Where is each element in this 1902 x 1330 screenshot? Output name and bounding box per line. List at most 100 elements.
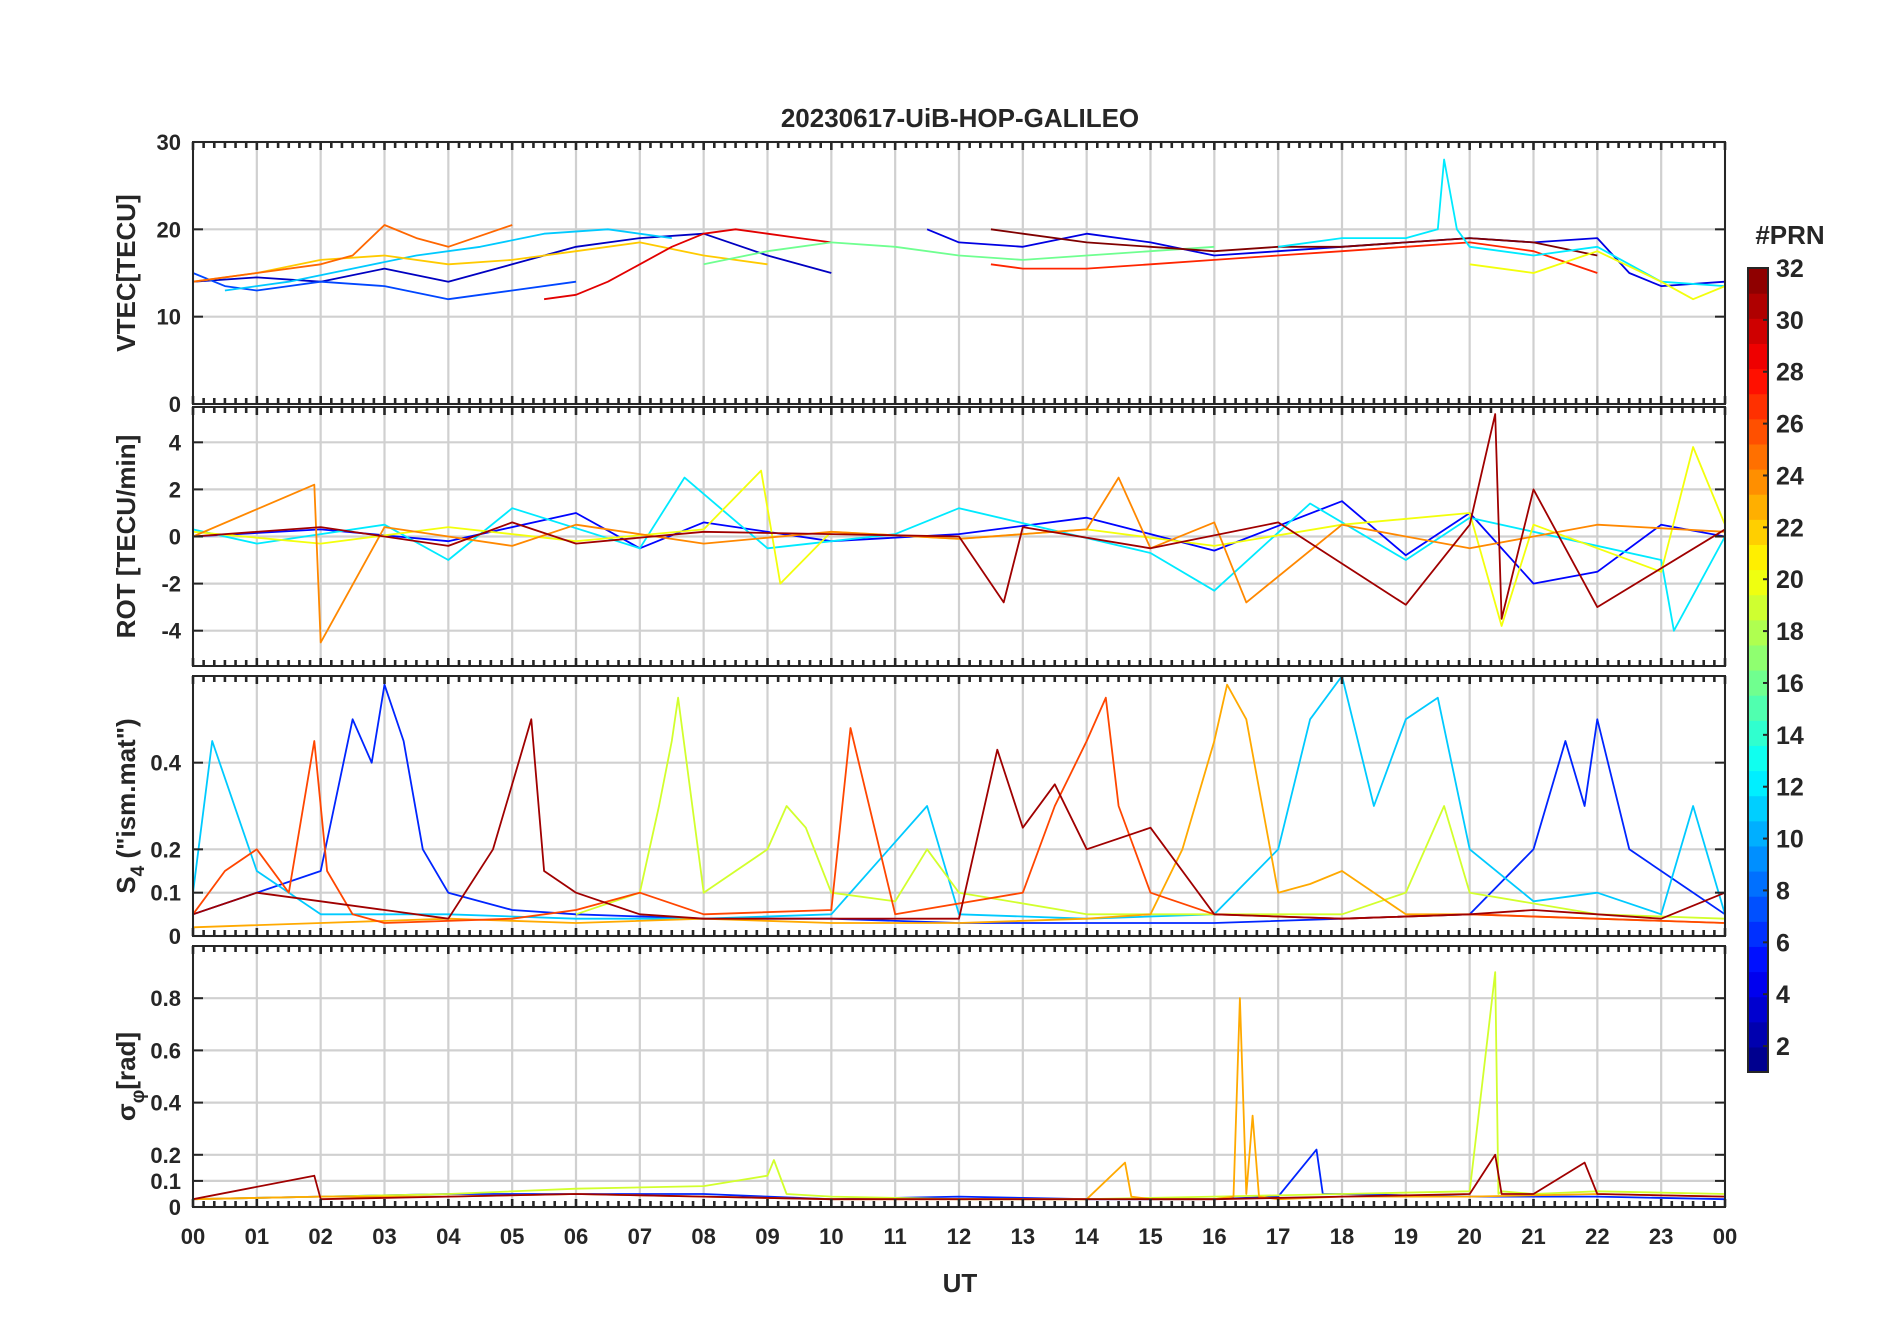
series-line-prn-26 [193,696,1725,924]
colorbar-swatch [1748,443,1768,470]
colorbar-swatch [1748,720,1768,746]
colorbar-swatch [1748,695,1768,721]
x-axis-label: UT [943,1268,978,1298]
y-axis-label: ROT [TECU/min] [111,435,141,639]
colorbar-swatch [1748,1046,1768,1073]
colorbar-tick-label: 12 [1776,774,1804,802]
x-tick-label: 00 [181,1224,205,1249]
colorbar-swatch [1748,393,1768,420]
colorbar-tick-label: 16 [1776,670,1804,698]
x-tick-label: 19 [1394,1224,1418,1249]
y-tick-label: 2 [169,477,181,502]
x-tick-label: 20 [1457,1224,1481,1249]
y-tick-label: 0.1 [150,881,181,906]
panel-4: 00.10.2 0.4 0.6 0.8σφ[rad] [111,945,1727,1220]
series-line-prn-23 [193,683,1725,929]
colorbar-swatch [1748,644,1768,671]
colorbar-tick-label: 20 [1776,566,1804,594]
colorbar-tick-label: 6 [1776,929,1790,957]
colorbar-frame [1747,267,1769,1073]
y-tick-label: 0.4 [150,1091,181,1116]
series-line-prn-29 [543,228,832,301]
series-line-prn-11 [193,676,1725,920]
colorbar-swatch [1748,418,1768,445]
colorbar-swatch [1748,845,1768,872]
colorbar-tick-label: 28 [1776,359,1804,387]
series-line-prn-19 [575,696,1725,920]
y-tick-label: 0 [169,1195,181,1220]
colorbar-swatch [1748,971,1768,998]
x-tick-label: 03 [372,1224,396,1249]
colorbar-tick-label: 24 [1776,462,1804,490]
x-tick-label: 02 [308,1224,332,1249]
x-tick-label: 13 [1011,1224,1035,1249]
colorbar-swatch [1748,996,1768,1023]
panel-2: -4 -2 0 2 4 ROT [TECU/min] [111,406,1727,667]
y-tick-label: 10 [157,305,181,330]
colorbar-swatch [1748,594,1768,621]
x-tick-label: 04 [436,1224,461,1249]
series-line-prn-16 [703,241,1215,266]
y-tick-label: -2 [161,572,181,597]
y-tick-label: 0.6 [150,1038,181,1063]
y-tick-label: 0 [169,392,181,417]
series-line-prn-25 [193,224,513,283]
x-tick-label: 14 [1074,1224,1099,1249]
y-tick-label: 0 [169,525,181,550]
series-line-prn-12 [1278,158,1725,287]
chart-title: 20230617-UiB-HOP-GALILEO [781,103,1139,133]
colorbar-swatch [1748,770,1768,797]
y-tick-label: 30 [157,130,181,155]
x-tick-label: 07 [628,1224,652,1249]
y-tick-label: 0 [169,924,181,949]
colorbar-tick-label: 2 [1776,1033,1790,1061]
colorbar-tick-label: 4 [1776,981,1790,1009]
y-tick-label: 0.1 [150,1169,181,1194]
colorbar-swatch [1748,544,1768,571]
series-line-prn-31 [193,718,1725,920]
x-tick-label: 22 [1585,1224,1609,1249]
colorbar-swatch [1748,519,1768,545]
x-tick-label: 01 [245,1224,269,1249]
colorbar-swatch [1748,946,1768,973]
y-tick-label: 20 [157,217,181,242]
colorbar-swatch [1748,569,1768,596]
colorbar-tick-label: 26 [1776,411,1804,439]
x-axis-labels: 00 01 02 03 04 05 06 07 08 09 10 11 12 13 14 15 16 17 18 19… [181,1224,1737,1249]
x-tick-label: 00 [1713,1224,1737,1249]
y-axis-label: S4 ("ism.mat") [111,718,149,893]
colorbar-tick-label: 18 [1776,618,1804,646]
colorbar-tick-label: 22 [1776,514,1804,542]
colorbar-title: #PRN [1755,220,1824,250]
y-tick-label: 0.2 [150,837,181,862]
y-tick-label: 0.2 [150,1143,181,1168]
series-line-prn-27 [990,241,1598,274]
colorbar-swatch [1748,318,1768,344]
series-group [193,413,1725,644]
panel-1: 0 10 20 30 VTEC[TECU] [111,130,1727,417]
x-tick-label: 10 [819,1224,843,1249]
colorbar-swatch [1748,795,1768,822]
x-tick-label: 16 [1202,1224,1226,1249]
colorbar-tick-label: 10 [1776,826,1804,854]
panel-3: 0 0.1 0.2 0.4S4 ("ism.mat") [111,675,1727,949]
series-group [193,676,1725,929]
series-line-prn-12 [193,476,1725,632]
x-tick-label: 08 [691,1224,715,1249]
x-tick-label: 15 [1138,1224,1162,1249]
y-axis-label: VTEC[TECU] [111,194,141,351]
colorbar-swatch [1748,268,1768,294]
y-axis-label: σφ[rad] [111,1032,149,1121]
colorbar-swatch [1748,293,1768,319]
x-tick-label: 11 [884,1224,907,1249]
series-line-prn-31 [193,413,1725,620]
x-tick-label: 17 [1266,1224,1290,1249]
y-tick-label: 0.4 [150,751,181,776]
colorbar-swatch [1748,469,1768,495]
colorbar-swatch [1748,670,1768,696]
x-tick-label: 05 [500,1224,524,1249]
x-tick-label: 12 [947,1224,971,1249]
x-tick-label: 06 [564,1224,588,1249]
